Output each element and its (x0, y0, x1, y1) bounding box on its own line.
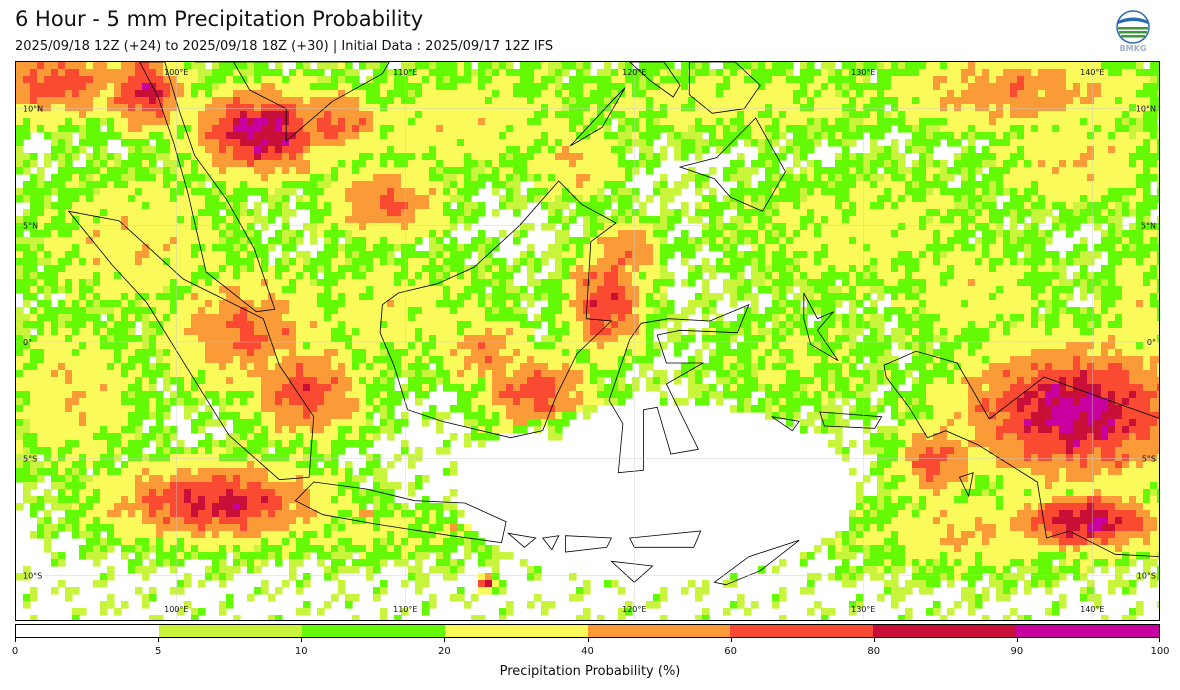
coastline-segment (541, 535, 560, 551)
coastline-segment (506, 532, 537, 548)
coastline-segment (379, 180, 617, 439)
colorbar-tick-label: 20 (438, 646, 451, 657)
coastline-segment (569, 87, 626, 147)
coastline-segment (194, 62, 390, 143)
coastline-segment (67, 210, 315, 481)
colorbar-segment (873, 625, 1017, 637)
colorbar-tick-label: 60 (724, 646, 737, 657)
colorbar-tick-mark (158, 638, 160, 642)
coastline-segment (294, 481, 507, 544)
colorbar-tick-label: 0 (11, 646, 19, 657)
probability-field (16, 62, 1159, 620)
coastline-segment (803, 292, 839, 362)
colorbar-tick-mark (1159, 638, 1160, 642)
lon-label-top: 110°E (393, 68, 417, 77)
colorbar-segment (301, 625, 445, 637)
lon-label-bottom: 130°E (851, 605, 875, 614)
lat-label-right: 5°S (1142, 455, 1156, 464)
coastline-segment (713, 539, 800, 586)
colorbar-tick-label: 10 (294, 646, 308, 657)
lon-label-top: 140°E (1080, 68, 1104, 77)
lon-label-bottom: 120°E (622, 605, 646, 614)
lon-label-top: 130°E (851, 68, 875, 77)
colorbar-segment (158, 625, 302, 637)
map-subtitle: 2025/09/18 12Z (+24) to 2025/09/18 18Z (… (15, 39, 554, 54)
colorbar-tick-label: 100 (1150, 646, 1170, 657)
coastline-segment (629, 62, 681, 98)
lat-label-left: 5°N (23, 221, 38, 230)
colorbar-segment (1016, 625, 1159, 637)
lat-label-right: 0° (1147, 338, 1156, 347)
colorbar-segment (730, 625, 874, 637)
colorbar-tick-label: 80 (867, 646, 881, 657)
lon-label-bottom: 140°E (1080, 605, 1104, 614)
graticule (16, 62, 1159, 620)
lat-label-right: 10°N (1136, 105, 1156, 114)
colorbar-tick-mark (873, 638, 875, 642)
lon-label-bottom: 100°E (164, 605, 188, 614)
graticule-labels: 100°E 100°E 110°E 110°E 120°E 120°E 130°E 130°E… (23, 68, 1156, 614)
lat-label-left: 0° (23, 338, 32, 347)
coastline-segment (565, 535, 613, 553)
coastline-layer (67, 62, 1159, 586)
colorbar (15, 624, 1160, 638)
map-panel: 100°E 100°E 110°E 110°E 120°E 120°E 130°E 130°E… (15, 61, 1160, 621)
lat-label-left: 10°N (23, 105, 43, 114)
coastline-segment (629, 530, 702, 548)
coastline-segment (819, 411, 883, 429)
colorbar-tick-mark (730, 638, 732, 642)
colorbar-segment (444, 625, 588, 637)
colorbar-tick-mark (444, 638, 446, 642)
lon-label-bottom: 110°E (393, 605, 417, 614)
colorbar-segment (16, 625, 159, 637)
lon-label-top: 120°E (622, 68, 646, 77)
map-title: 6 Hour - 5 mm Precipitation Probability (15, 7, 424, 31)
coastline-segment (610, 560, 654, 583)
lat-label-left: 10°S (23, 571, 42, 580)
coastline-segment (771, 416, 800, 432)
colorbar-tick-label: 5 (154, 646, 162, 657)
colorbar-tick-mark (15, 638, 16, 642)
colorbar-label: Precipitation Probability (%) (499, 664, 681, 679)
coastline-segment (958, 472, 974, 498)
precipitation-map: 100°E 100°E 110°E 110°E 120°E 120°E 130°E 130°E… (16, 62, 1159, 620)
colorbar-tick-mark (1016, 638, 1018, 642)
lat-label-right: 5°N (1141, 221, 1156, 230)
lat-label-left: 5°S (23, 455, 37, 464)
colorbar-tick-mark (587, 638, 589, 642)
colorbar-segment (587, 625, 731, 637)
logo-label: BMKG (1119, 44, 1147, 53)
coastline-segment (678, 117, 786, 212)
lon-label-top: 100°E (164, 68, 188, 77)
colorbar-tick-label: 40 (581, 646, 594, 657)
colorbar-tick-label: 90 (1010, 646, 1024, 657)
colorbar-tick-mark (301, 638, 303, 642)
lat-label-right: 10°S (1137, 571, 1156, 580)
bmkg-logo-icon (1116, 10, 1150, 44)
coastline-segment (608, 303, 750, 474)
